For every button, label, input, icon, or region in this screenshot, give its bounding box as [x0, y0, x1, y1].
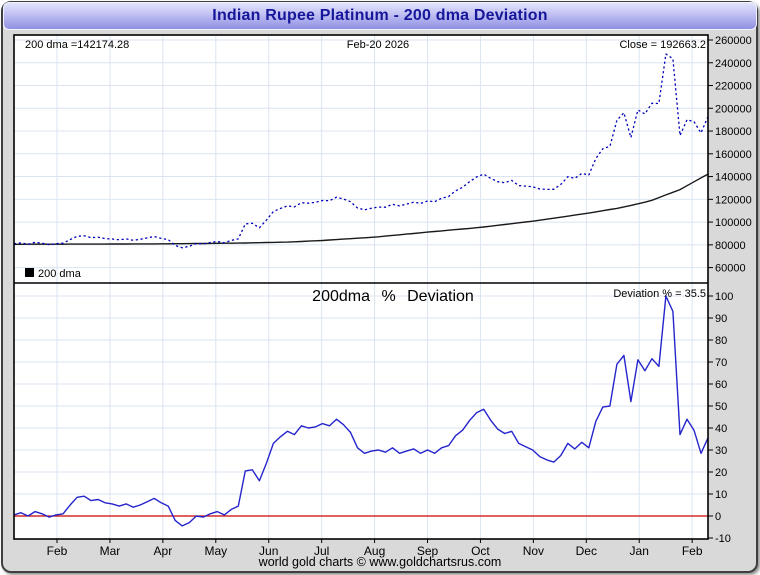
y-tick-label-deviation: 30: [715, 445, 727, 457]
x-month-label: Aug: [364, 544, 385, 558]
y-tick-label-deviation: 10: [715, 489, 727, 501]
y-tick-label-price: 100000: [715, 217, 752, 229]
y-tick-label-price: 140000: [715, 172, 752, 184]
y-tick-label-deviation: -10: [715, 533, 731, 545]
y-tick-label-deviation: 80: [715, 335, 727, 347]
legend-label: 200 dma: [38, 268, 82, 280]
y-tick-label-deviation: 40: [715, 423, 727, 435]
x-month-label: Sep: [417, 544, 439, 558]
x-month-label: Dec: [576, 544, 597, 558]
y-tick-label-price: 60000: [715, 263, 746, 275]
y-tick-label-price: 220000: [715, 81, 752, 93]
dma-value-label: 200 dma =142174.28: [25, 39, 129, 51]
price-line: [13, 53, 709, 249]
deviation-line: [13, 295, 709, 527]
window-titlebar: Indian Rupee Platinum - 200 dma Deviatio…: [3, 2, 757, 30]
x-month-label: Feb: [682, 544, 703, 558]
y-tick-label-price: 180000: [715, 126, 752, 138]
y-tick-label-price: 160000: [715, 149, 752, 161]
date-label: Feb-20 2026: [347, 39, 409, 51]
deviation-value-label: Deviation % = 35.5: [613, 288, 706, 300]
y-tick-label-price: 120000: [715, 194, 752, 206]
dma-line: [14, 173, 709, 246]
y-tick-label-price: 240000: [715, 58, 752, 70]
y-tick-label-deviation: 90: [715, 313, 727, 325]
y-tick-label-deviation: 20: [715, 467, 727, 479]
x-month-label: Feb: [47, 544, 68, 558]
y-tick-label-deviation: 0: [715, 511, 721, 523]
y-tick-label-price: 200000: [715, 103, 752, 115]
legend-swatch-icon: [25, 268, 34, 277]
deviation-panel-title: 200dma % Deviation: [312, 288, 474, 305]
x-month-label: Jun: [259, 544, 278, 558]
y-tick-label-deviation: 60: [715, 379, 727, 391]
page-title: Indian Rupee Platinum - 200 dma Deviatio…: [212, 7, 548, 24]
plot-background: [14, 35, 708, 539]
x-month-label: Jan: [630, 544, 649, 558]
y-tick-label-deviation: 100: [715, 291, 733, 303]
x-month-label: May: [204, 544, 227, 558]
y-tick-label-deviation: 50: [715, 401, 727, 413]
chart-generated-layer: 260000 240000 220000 200000 180000 160000 1400…: [13, 34, 752, 558]
y-tick-label-price: 80000: [715, 240, 746, 252]
x-month-label: Jul: [314, 544, 329, 558]
x-month-label: Oct: [471, 544, 490, 558]
footer-credit: world gold charts © www.goldchartsrus.co…: [258, 555, 502, 569]
x-month-label: Nov: [523, 544, 544, 558]
y-tick-label-price: 260000: [715, 35, 752, 47]
y-tick-label-deviation: 70: [715, 357, 727, 369]
plot-border: [13, 34, 709, 540]
x-month-label: Mar: [100, 544, 121, 558]
close-value-label: Close = 192663.2: [619, 39, 706, 51]
x-month-label: Apr: [154, 544, 173, 558]
